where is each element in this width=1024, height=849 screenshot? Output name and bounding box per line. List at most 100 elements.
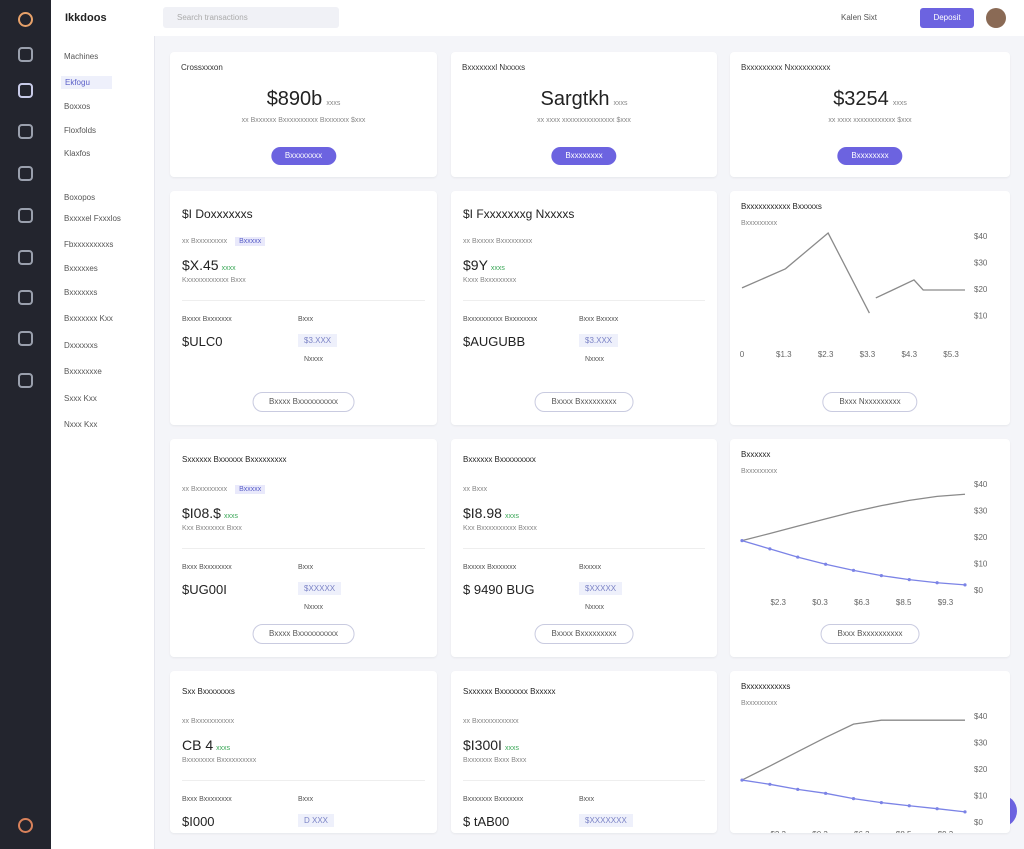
nav-item[interactable]: Bxxxxxxxe (64, 367, 102, 376)
avatar[interactable] (986, 8, 1006, 28)
unit: xxxs (892, 100, 907, 107)
account-card: $I Fxxxxxxxg Nxxxxs xx Bxxxxx Bxxxxxxxxx $… (451, 191, 717, 425)
rail-icon[interactable] (18, 47, 33, 62)
nav-item[interactable]: Sxxx Kxx (64, 394, 97, 403)
meta-text: xx Bxxxxxxxxxxx (182, 718, 235, 725)
outline-button[interactable]: Bxxxx Bxxxxxxxxxx (252, 624, 355, 644)
account-card: Bxxxxxx Bxxxxxxxxx xx Bxxx $I8.98 xxxs Kxx B… (451, 439, 717, 657)
nav-item[interactable]: Ekfogu (61, 76, 112, 89)
nav-item[interactable]: Klaxfos (64, 149, 91, 158)
nav-item[interactable]: Machines (64, 52, 99, 61)
rail-icon[interactable] (18, 83, 33, 98)
outline-button[interactable]: Bxxx Nxxxxxxxxx (822, 392, 918, 412)
rail-icon[interactable] (18, 166, 33, 181)
nav-item[interactable]: Bxxxxxes (64, 264, 98, 273)
outline-button[interactable]: Bxxxx Bxxxxxxxxx (534, 392, 634, 412)
rail-icon[interactable] (18, 124, 33, 139)
divider (463, 300, 705, 301)
rail-icon[interactable] (18, 208, 33, 223)
icon-rail (0, 0, 51, 849)
outline-button[interactable]: Bxxx Bxxxxxxxxxx (820, 624, 920, 644)
value: Sargtkh (540, 88, 610, 110)
value: $ 9490 BUG (463, 582, 535, 597)
value-chip: $XXXXXXX (579, 814, 633, 827)
point (824, 791, 828, 795)
change: xxxs (223, 513, 238, 520)
change: xxxs (490, 265, 505, 272)
label: Bxxx Bxxxxxxxx (182, 564, 232, 571)
x-tick-label: $9.3 (938, 598, 954, 607)
nav-item[interactable]: Fbxxxxxxxxxs (64, 240, 114, 249)
line (741, 540, 966, 586)
value: $3254 (833, 88, 889, 110)
tag: Bxxxxx (235, 237, 266, 246)
point (963, 810, 967, 814)
x-tick-label: $3.3 (860, 350, 876, 359)
x-tick-label: $5.3 (943, 350, 959, 359)
primary-button[interactable]: Bxxxxxxxx (837, 147, 903, 165)
card-subtitle: xx Bxxxxxx Bxxxxxxxxxx Bxxxxxxx $xxx (241, 117, 366, 124)
unit: xxxs (326, 100, 341, 107)
outline-button[interactable]: Bxxxx Bxxxxxxxxx (534, 624, 634, 644)
primary-button[interactable]: Bxxxxxxxx (270, 147, 337, 165)
value: $890b (266, 88, 323, 110)
x-tick-label: $6.3 (854, 830, 870, 833)
y-tick-label: $40 (974, 232, 988, 241)
search[interactable]: Search transactions (163, 7, 339, 28)
chart: $0 $10 $20 $30 $40 $2.3 $0.3 $6.3 $8.5 $9.3 (740, 712, 988, 833)
account-card: Sxxxxxx Bxxxxxx Bxxxxxxxxx xx Bxxxxxxxxx B… (170, 439, 437, 657)
nav-item[interactable]: Bxxxxxxs (64, 288, 98, 297)
nav-item[interactable]: Bxxxxel Fxxxlos (64, 214, 121, 223)
link[interactable]: Nxxxx (304, 604, 324, 611)
y-tick-label: $30 (974, 507, 988, 516)
rail-icon[interactable] (18, 331, 33, 346)
card-title: $I Doxxxxxxs (182, 207, 253, 221)
x-tick-label: $9.3 (938, 830, 954, 833)
primary-button[interactable]: Bxxxxxxxx (551, 147, 617, 165)
card-title: Crossxxxon (181, 63, 223, 72)
card-subtitle: xx xxxx xxxxxxxxxxxxxxx $xxx (537, 117, 631, 124)
point (935, 581, 939, 585)
outline-button[interactable]: Bxxxx Bxxxxxxxxxx (252, 392, 355, 412)
rail-icon[interactable] (18, 250, 33, 265)
nav-item[interactable]: Nxxx Kxx (64, 420, 98, 429)
x-tick-label: $8.5 (896, 598, 912, 607)
user-menu[interactable]: Kalen Sixt (841, 13, 878, 22)
y-tick-label: $10 (974, 560, 988, 569)
card-title: Bxxxxxx Bxxxxxxxxx (463, 455, 536, 464)
nav-item[interactable]: Dxxxxxxs (64, 341, 98, 350)
label: Bxxx (579, 796, 595, 803)
rail-icon[interactable] (18, 373, 33, 388)
nav-item[interactable]: Boxopos (64, 193, 96, 202)
link[interactable]: Nxxxx (585, 356, 605, 363)
value: $UG00I (182, 582, 227, 597)
y-tick-label: $10 (974, 792, 988, 801)
link[interactable]: Nxxxx (304, 356, 324, 363)
card-title: Bxxxxxxxxx Nxxxxxxxxxx (741, 63, 831, 72)
change: xxxs (504, 745, 519, 752)
summary-value: $890b xxxs (170, 88, 437, 111)
rail-icon[interactable] (18, 290, 33, 305)
meta-text: xx Bxxxxx Bxxxxxxxxx (463, 238, 533, 245)
nav-item[interactable]: Boxxos (64, 102, 91, 111)
amount-value: CB 4 (182, 737, 214, 753)
x-tick-label: $2.3 (770, 830, 786, 833)
point (851, 797, 856, 801)
line (741, 779, 966, 813)
change: xxxs (504, 513, 519, 520)
nav-item[interactable]: Bxxxxxxx Kxx (64, 314, 113, 323)
nav-item[interactable]: Floxfolds (64, 126, 97, 135)
summary-value: Sargtkh xxxs (451, 88, 717, 111)
note: Bxxxxxxxx Bxxxxxxxxxx (182, 757, 257, 764)
note: Kxxxxxxxxxxxx Bxxx (182, 277, 246, 284)
change: xxxx (221, 265, 236, 272)
rail-icon[interactable] (18, 818, 33, 833)
y-tick-label: $40 (974, 712, 988, 721)
chart-title: Bxxxxxxxxxxx Bxxxxxs (741, 202, 822, 211)
account-card: $I Doxxxxxxs xx Bxxxxxxxxx Bxxxxx $X.45 xxxx… (170, 191, 437, 425)
summary-card: Bxxxxxxxl Nxxxxs Sargtkh xxxs xx xxxx xxxxx… (451, 52, 717, 177)
amount-value: $X.45 (182, 257, 219, 273)
link[interactable]: Nxxxx (585, 604, 605, 611)
deposit-button[interactable]: Deposit (920, 8, 974, 28)
